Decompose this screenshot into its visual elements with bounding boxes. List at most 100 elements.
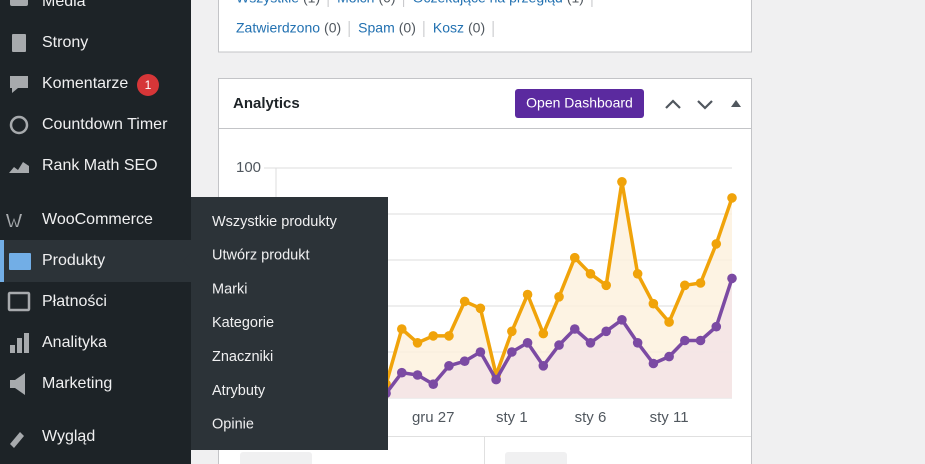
badge	[137, 74, 159, 96]
data-point	[601, 280, 612, 291]
open-dashboard-button[interactable]	[515, 89, 644, 118]
submenu-item[interactable]: Atrybuty	[212, 383, 266, 399]
data-point	[601, 326, 612, 337]
data-point	[396, 367, 407, 378]
data-point	[711, 321, 722, 332]
data-point	[475, 347, 486, 357]
icon	[10, 0, 28, 6]
icon	[12, 34, 26, 52]
icon	[9, 253, 31, 270]
data-point	[554, 292, 564, 302]
icon	[10, 76, 28, 93]
data-point	[507, 326, 517, 337]
data-point	[428, 331, 439, 341]
data-point	[695, 335, 706, 346]
badge-count: 1	[145, 78, 152, 92]
sidebar-icons	[6, 0, 31, 448]
move-arrows[interactable]	[665, 99, 713, 110]
comments-card	[218, 0, 752, 53]
menu-item[interactable]: Marketing	[42, 375, 112, 392]
sidebar	[0, 0, 191, 464]
filter-count: (1)	[303, 0, 320, 6]
flyout-menu	[191, 197, 388, 450]
submenu-item[interactable]: Kategorie	[212, 315, 274, 331]
data-point	[617, 177, 627, 187]
data-point	[396, 324, 407, 334]
submenu-item[interactable]: Utwórz produkt	[212, 248, 310, 264]
data-point	[727, 273, 737, 284]
data-point	[648, 358, 659, 369]
data-point	[522, 289, 533, 300]
submenu-item[interactable]: Marki	[212, 281, 247, 297]
active-indicator	[0, 240, 4, 282]
icon	[10, 373, 25, 395]
data-point	[522, 338, 533, 348]
data-point	[680, 335, 690, 346]
data-point	[632, 269, 643, 279]
menu-item[interactable]: Strony	[42, 34, 88, 51]
series-area	[276, 278, 732, 398]
icon	[7, 291, 31, 312]
data-point	[585, 269, 596, 279]
data-point	[664, 317, 674, 327]
menu-item[interactable]: Wygląd	[42, 428, 95, 445]
submenu-item[interactable]: Opinie	[212, 417, 254, 433]
data-point	[491, 374, 501, 385]
icon	[10, 432, 24, 448]
x-tick-label: sty 1	[496, 409, 528, 426]
filter-count: (0)	[399, 20, 416, 36]
menu-item[interactable]: Media	[42, 0, 86, 10]
x-tick-label: gru 27	[412, 409, 455, 426]
filter-link[interactable]: Moich	[337, 0, 374, 6]
data-point	[632, 338, 643, 348]
data-point	[428, 379, 439, 390]
data-point	[412, 338, 423, 348]
data-point	[459, 356, 470, 367]
menu-item[interactable]: Produkty	[42, 252, 105, 269]
filter-link[interactable]: Spam	[358, 20, 395, 36]
icon	[6, 214, 22, 227]
data-point	[569, 252, 580, 263]
x-tick-label: sty 11	[650, 409, 689, 426]
data-point	[554, 340, 564, 350]
data-point	[585, 338, 596, 348]
data-point	[680, 280, 690, 291]
data-point	[475, 303, 486, 314]
menu-item[interactable]: Countdown Timer	[42, 116, 168, 133]
data-point	[727, 193, 737, 203]
menu-item[interactable]: Analityka	[42, 334, 107, 351]
icon	[10, 333, 29, 353]
data-point	[538, 361, 549, 371]
menu-item[interactable]: Płatności	[42, 293, 107, 310]
submenu-item[interactable]: Wszystkie produkty	[212, 214, 338, 230]
menu-item[interactable]: Rank Math SEO	[42, 157, 158, 174]
filter-count: (0)	[378, 0, 395, 6]
footer-tab	[505, 452, 567, 464]
data-point	[648, 298, 659, 309]
data-point	[569, 324, 580, 334]
toggle-arrow[interactable]	[731, 100, 741, 107]
data-point	[664, 351, 674, 362]
data-point	[538, 328, 549, 339]
button-label: Open Dashboard	[526, 95, 633, 111]
filter-link[interactable]: Zatwierdzono	[236, 20, 320, 36]
menu-item[interactable]: Komentarze	[42, 75, 128, 92]
data-point	[459, 296, 470, 307]
icon	[9, 115, 29, 135]
menu-item[interactable]: WooCommerce	[42, 211, 153, 228]
data-point	[695, 278, 706, 288]
data-point	[617, 315, 627, 325]
filter-link[interactable]: Oczekujące na przegląd	[413, 0, 563, 6]
data-point	[444, 361, 454, 371]
filter-count: (0)	[468, 20, 485, 36]
active-item-bg	[0, 240, 191, 282]
icon	[9, 162, 29, 173]
filter-count: (0)	[324, 20, 341, 36]
data-point	[507, 347, 517, 357]
filter-link[interactable]: Kosz	[433, 20, 464, 36]
data-point	[444, 331, 454, 341]
submenu-item[interactable]: Znaczniki	[212, 349, 273, 365]
filter-link[interactable]: Wszystkie	[236, 0, 299, 6]
x-tick-label: sty 6	[575, 409, 607, 426]
